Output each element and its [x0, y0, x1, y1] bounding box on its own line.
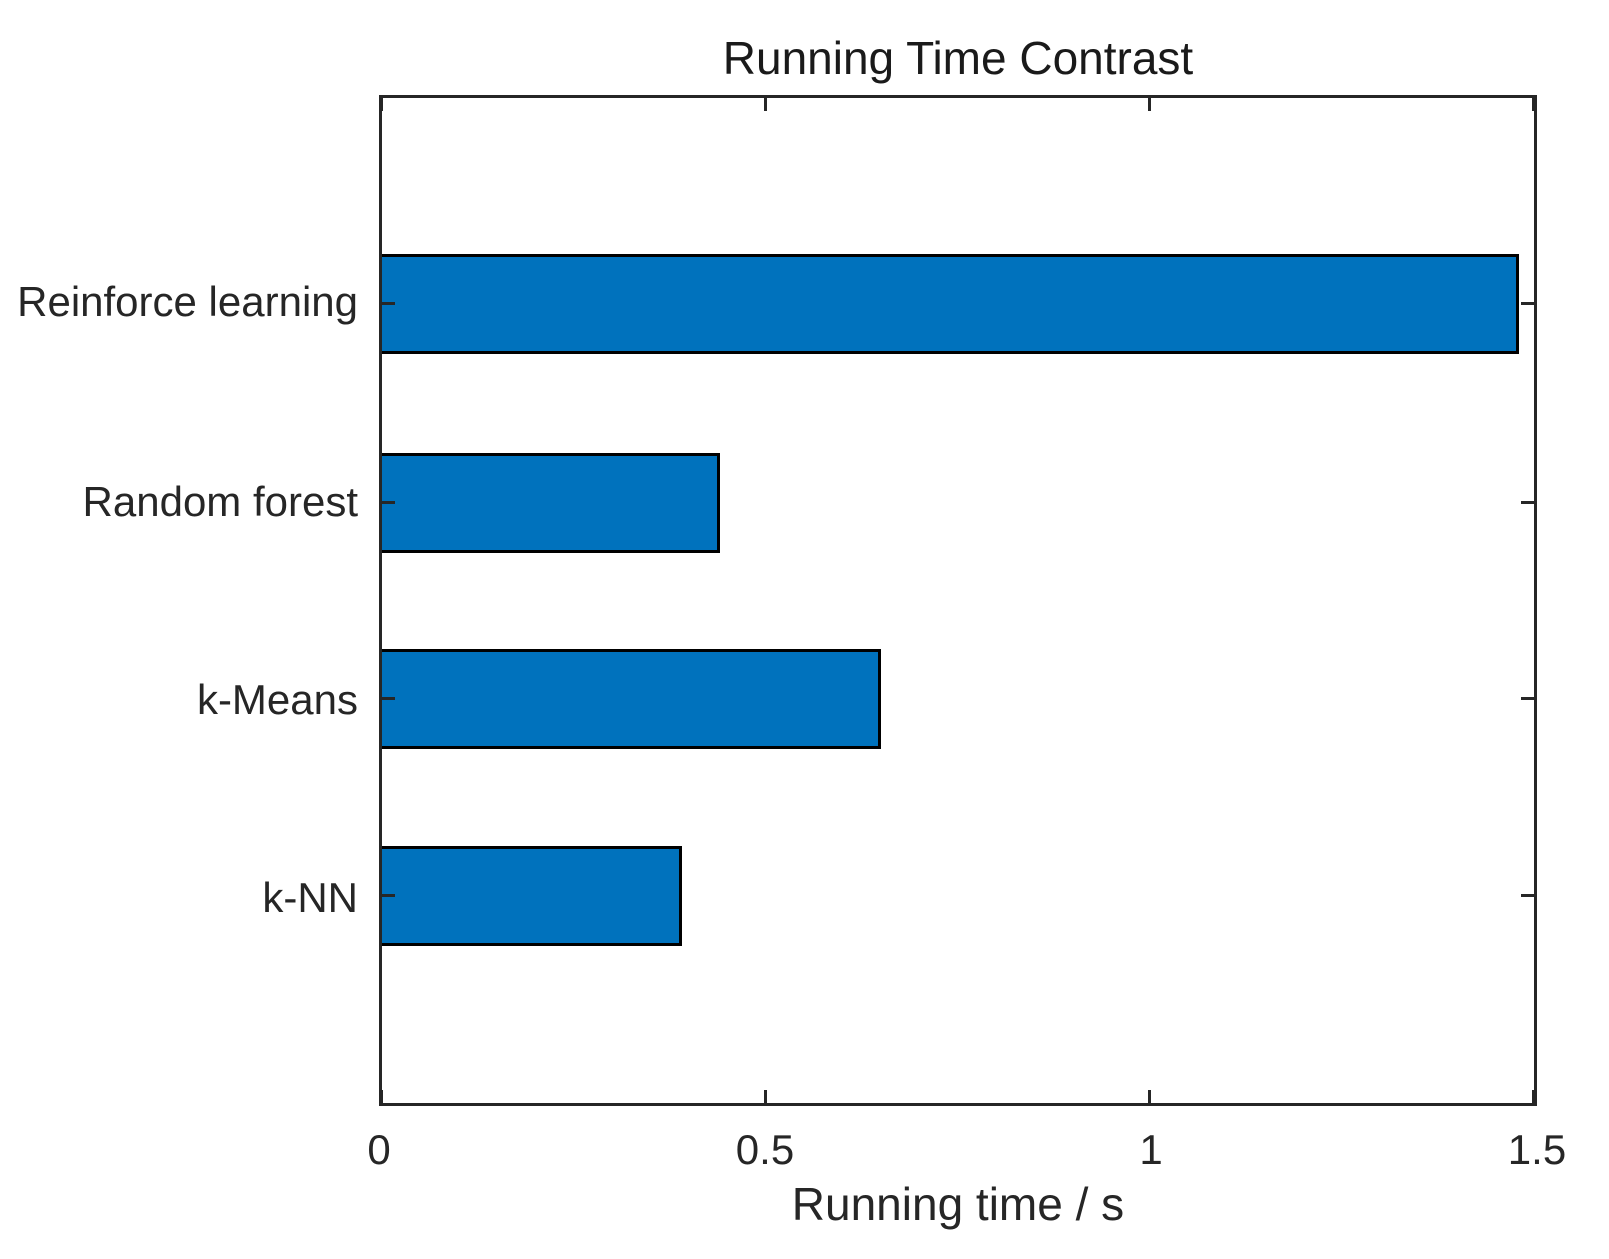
y-category-label-random-forest: Random forest	[82, 478, 358, 526]
x-tick-top	[763, 98, 767, 111]
y-category-label-reinforce-learning: Reinforce learning	[17, 277, 358, 325]
x-tick-label-0-5: 0.5	[735, 1126, 795, 1173]
y-tick-left	[382, 301, 395, 305]
y-category-label-k-means: k-Means	[196, 676, 358, 724]
y-tick-left	[382, 894, 395, 898]
x-tick-label-0: 0	[367, 1126, 391, 1173]
chart-title: Running Time Contrast	[722, 32, 1194, 84]
x-tick-bottom	[380, 1090, 383, 1103]
plot-area	[379, 95, 1537, 1106]
x-tick-bottom	[1532, 1090, 1535, 1103]
y-tick-left	[382, 500, 395, 504]
x-tick-bottom	[1147, 1090, 1151, 1103]
bar-reinforce-learning	[382, 253, 1519, 354]
y-tick-right	[1521, 500, 1534, 504]
y-tick-right	[1521, 301, 1534, 305]
x-tick-top	[1147, 98, 1151, 111]
y-tick-right	[1521, 894, 1534, 898]
x-axis-label: Running time / s	[791, 1178, 1125, 1230]
x-tick-top	[1532, 98, 1535, 111]
bar-k-means	[382, 649, 882, 750]
y-tick-right	[1521, 697, 1534, 701]
bar-k-nn	[382, 846, 682, 947]
y-tick-left	[382, 697, 395, 701]
x-tick-bottom	[763, 1090, 767, 1103]
bar-random-forest	[382, 452, 720, 553]
x-tick-label-1-5: 1.5	[1507, 1126, 1567, 1173]
y-category-label-k-nn: k-NN	[262, 874, 358, 922]
x-tick-top	[380, 98, 383, 111]
x-tick-label-1: 1	[1139, 1126, 1163, 1173]
